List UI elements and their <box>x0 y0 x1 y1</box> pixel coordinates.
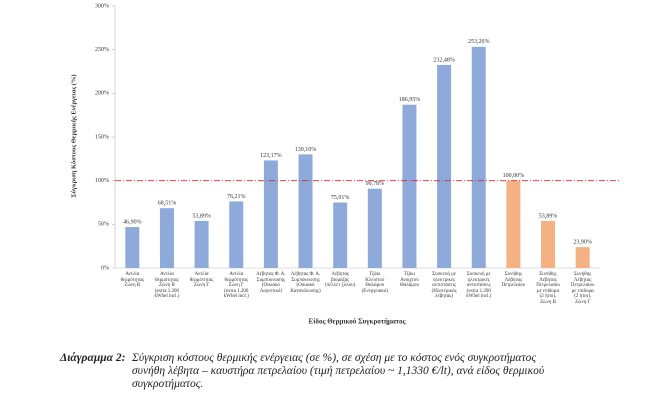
x-tick-label: Λέβητας Φ. Α. Συμπύκνωσης (Οικιακό Λογισ… <box>256 272 286 294</box>
bar <box>229 201 244 268</box>
bar <box>125 227 140 268</box>
bar <box>437 64 452 268</box>
x-tick-label: Αντλία θερμότητας Ζώνη Β (extra 1.200 kW… <box>154 272 180 300</box>
value-label: 90,78% <box>366 181 385 187</box>
bar <box>194 220 209 268</box>
y-tick-label: 250% <box>95 47 109 53</box>
x-tick-label: Αντλία θερμότητας Ζώνη Γ (extra 1.200 kW… <box>223 272 249 300</box>
value-label: 76,21% <box>227 194 246 200</box>
value-label: 100,00% <box>503 173 525 179</box>
x-tick-label: Συσκευή με ηλεκτρικές αντιστάσεις (Ηλεκτ… <box>431 272 457 300</box>
x-tick-label: Συνήθης Λέβητας Πετρελαίου <box>501 272 526 289</box>
value-label: 130,10% <box>295 147 317 153</box>
x-tick-label: Λέβητας Φ. Α. Συμπύκνωσης (Οικιακό Καταν… <box>290 272 321 294</box>
chart: Σύγκριση Κόστους Θερμικής Ενέργειας (%) … <box>69 3 620 326</box>
y-tick-label: 300% <box>95 3 109 9</box>
y-axis-title: Σύγκριση Κόστους Θερμικής Ενέργειας (%) <box>69 74 77 197</box>
bar <box>333 202 348 268</box>
bar <box>575 247 590 268</box>
value-label: 186,95% <box>399 97 421 103</box>
y-tick-label: 100% <box>95 178 109 184</box>
y-tick-label: 50% <box>98 222 109 228</box>
value-label: 23,90% <box>573 240 592 246</box>
value-label: 253,26% <box>468 39 490 45</box>
x-tick-label: Συνήθης Λέβητας Πετρελαίου με επίδομα (2… <box>570 272 595 305</box>
value-label: 53,89% <box>192 213 211 219</box>
caption-label: Διάγραμμα 2: <box>60 352 126 364</box>
bar <box>541 220 556 268</box>
bar <box>263 160 278 268</box>
x-tick-label: Λέβητας βιομάζας (πέλλετ ξύλου) <box>325 272 356 289</box>
x-tick-label: Συνήθης Λέβητας Πετρελαίου με επίδομα (2… <box>536 272 560 305</box>
bar <box>402 104 417 268</box>
bar <box>367 188 382 268</box>
bar <box>298 154 313 268</box>
bar <box>159 208 174 268</box>
caption-line: συγκροτήματος. <box>132 378 204 390</box>
y-tick-label: 0% <box>101 265 109 271</box>
caption-line: συνήθη λέβητα – καυστήρα πετρελαίου (τιμ… <box>132 365 545 377</box>
value-label: 123,17% <box>260 153 282 159</box>
bar <box>471 46 486 269</box>
value-label: 68,51% <box>158 201 177 207</box>
value-label: 75,01% <box>331 195 350 201</box>
x-tick-label: Τζάκι Κλειστού Θαλάμου (Ενεργειακό) <box>361 272 388 294</box>
caption-line: Σύγκριση κόστους θερμικής ενέργειας (σε … <box>132 352 536 364</box>
value-label: 232,48% <box>433 57 455 63</box>
value-label: 53,89% <box>539 213 558 219</box>
x-tick-label: Αντλία θερμότητας Ζώνη Β <box>120 272 145 289</box>
bar <box>506 180 521 268</box>
caption: Διάγραμμα 2: Σύγκριση κόστους θερμικής ε… <box>60 352 544 391</box>
y-tick-label: 150% <box>95 134 109 140</box>
y-tick-label: 200% <box>95 91 109 97</box>
x-tick-label: Αντλία θερμότητας Ζώνη Γ <box>189 272 214 289</box>
value-label: 46,90% <box>123 219 142 225</box>
x-tick-label: Τζάκι Ανοιχτού Θαλάμου <box>399 272 419 289</box>
x-axis-title: Είδος Θερμικού Συγκροτήματος <box>309 318 407 326</box>
x-tick-label: Συσκευή με ηλεκτρικές αντιστάσεις (extra… <box>466 272 492 300</box>
